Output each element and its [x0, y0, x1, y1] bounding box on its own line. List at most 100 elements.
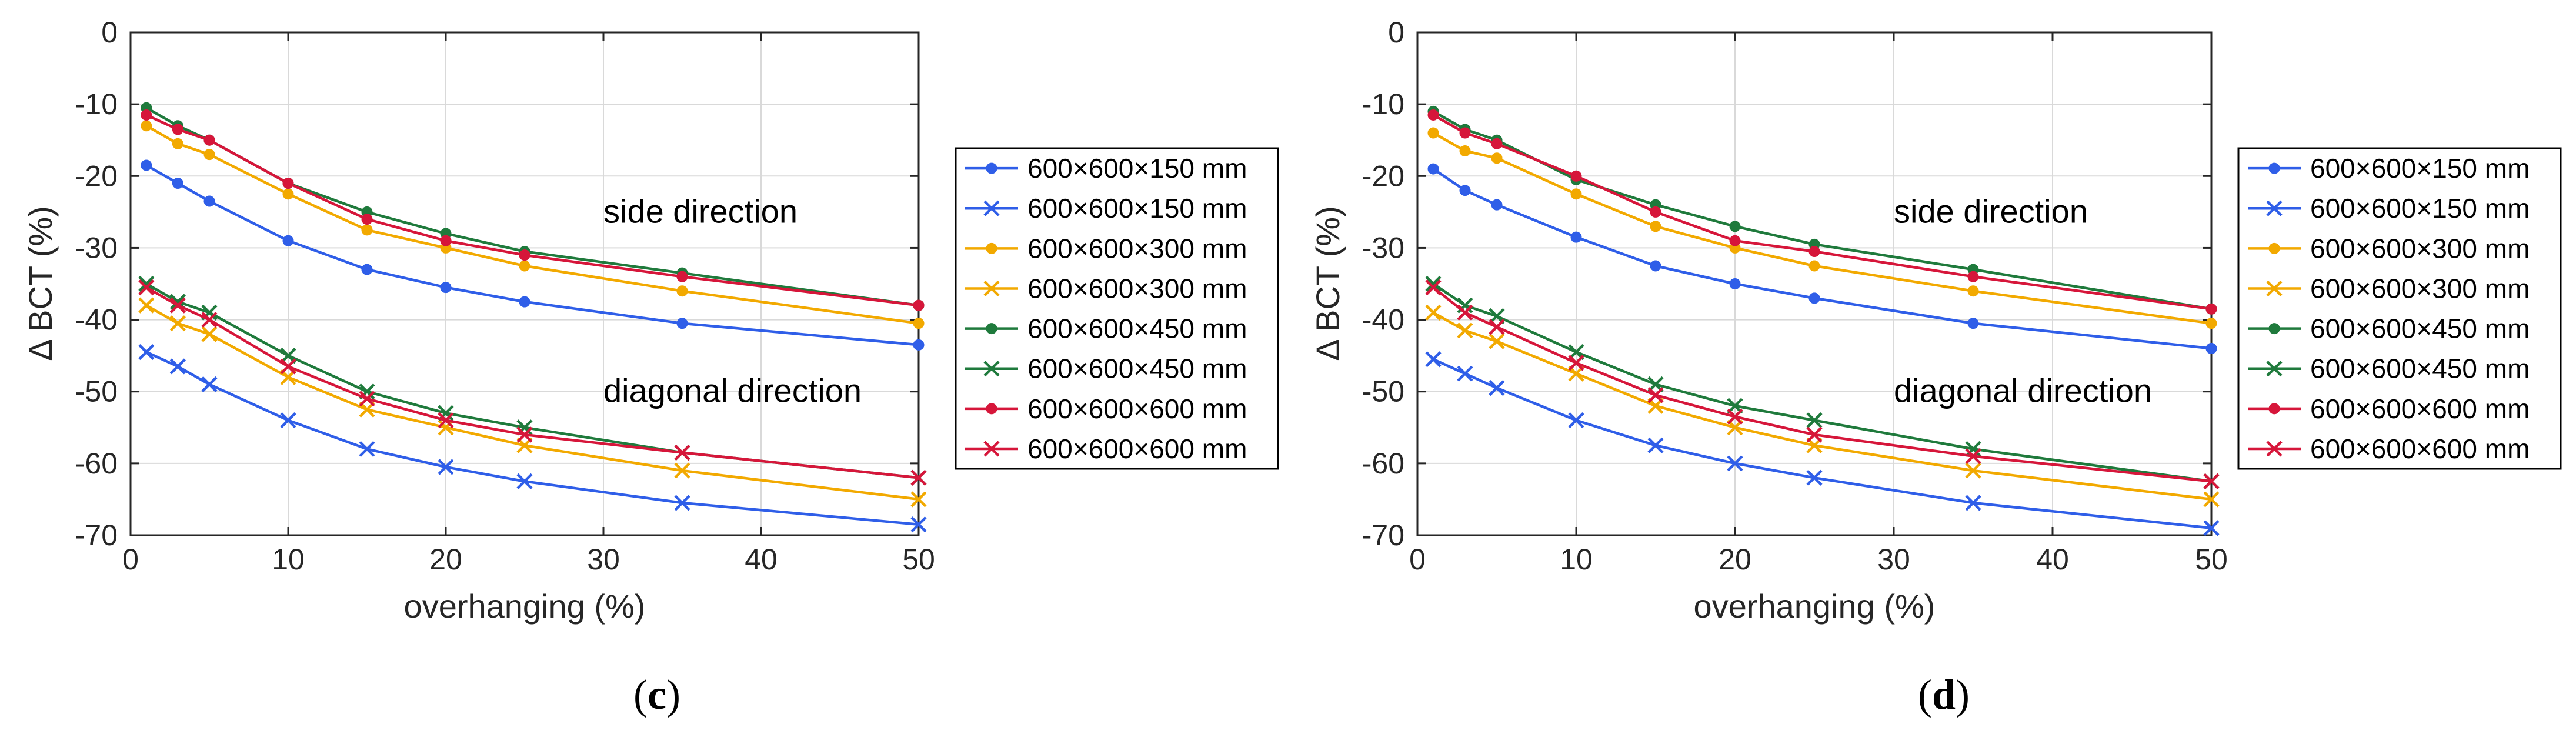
y-tick-label: -60: [75, 447, 118, 480]
panel-label: (d): [1918, 671, 1970, 718]
data-point: [1808, 246, 1820, 258]
legend-label: 600×600×300 mm: [1027, 273, 1247, 304]
plot-area: [1417, 32, 2211, 535]
data-point: [910, 491, 927, 508]
data-point: [2203, 520, 2220, 536]
y-tick-label: -30: [75, 231, 118, 264]
data-point: [1967, 285, 1979, 297]
data-point: [1489, 333, 1505, 349]
data-point: [361, 264, 373, 275]
data-point: [1647, 437, 1664, 453]
legend-label: 600×600×150 mm: [1027, 193, 1247, 224]
x-tick-label: 0: [122, 543, 139, 576]
data-point: [138, 275, 155, 292]
data-point: [913, 299, 925, 311]
data-point: [1491, 138, 1503, 149]
data-point: [2205, 342, 2217, 354]
legend: 600×600×150 mm 600×600×150 mm 600×600×300 …: [955, 147, 1279, 470]
data-point: [438, 459, 454, 475]
x-tick-label: 50: [902, 543, 935, 576]
x-tick-label: 20: [429, 543, 462, 576]
legend-label: 600×600×600 mm: [2310, 393, 2530, 424]
legend-label: 600×600×450 mm: [2310, 354, 2530, 384]
data-point: [519, 249, 530, 261]
legend-label: 600×600×300 mm: [2310, 273, 2530, 304]
data-point: [359, 441, 375, 458]
data-point: [1967, 271, 1979, 282]
data-point: [986, 403, 997, 415]
data-point: [2266, 441, 2283, 457]
annotation-text: diagonal direction: [603, 372, 862, 409]
data-point: [2205, 318, 2217, 329]
data-point: [172, 124, 183, 135]
x-tick-label: 50: [2195, 543, 2228, 576]
data-point: [983, 200, 1000, 216]
data-point: [1729, 221, 1741, 232]
data-point: [674, 462, 690, 479]
plot-area: [131, 32, 919, 535]
data-point: [201, 311, 218, 328]
legend-entry: 600×600×600 mm: [2248, 393, 2530, 424]
data-point: [440, 235, 452, 246]
x-tick-label: 0: [1409, 543, 1426, 576]
data-point: [1489, 380, 1505, 396]
data-point: [1425, 275, 1442, 292]
x-axis-label: overhanging (%): [1694, 588, 1936, 625]
data-point: [1457, 322, 1473, 339]
legend-entry: 600×600×600 mm: [965, 393, 1247, 424]
data-point: [516, 473, 533, 489]
data-point: [141, 109, 152, 121]
data-point: [282, 188, 294, 200]
data-point: [1425, 279, 1442, 296]
x-tick-label: 30: [1877, 543, 1910, 576]
legend-label: 600×600×150 mm: [1027, 153, 1247, 184]
data-point: [1568, 355, 1584, 371]
legend-label: 600×600×600 mm: [1027, 393, 1247, 424]
legend: 600×600×150 mm 600×600×150 mm 600×600×300 …: [2237, 147, 2562, 470]
legend-entry: 600×600×450 mm: [2248, 314, 2530, 344]
series-150-dot: [1427, 163, 2217, 354]
data-point: [280, 412, 296, 429]
axes-frame: [1416, 31, 2213, 536]
data-point: [438, 412, 454, 429]
x-tick-label: 20: [1719, 543, 1751, 576]
legend-entry: 600×600×300 mm: [2248, 273, 2530, 304]
data-point: [169, 358, 186, 375]
series-300-dot: [141, 120, 925, 329]
data-point: [172, 178, 183, 189]
data-point: [1729, 235, 1741, 246]
legend-entry: 600×600×600 mm: [965, 433, 1247, 464]
data-point: [440, 282, 452, 294]
data-point: [1457, 365, 1473, 382]
data-point: [1489, 319, 1505, 335]
panel-label: (c): [633, 671, 680, 718]
data-point: [2268, 403, 2280, 415]
data-point: [674, 495, 690, 511]
chart-panel-d: 0 10 20 30 40 50 0 -10 -20 -30 -40 -50 -60 -70 overhan…: [1309, 16, 2562, 718]
y-tick-label: -60: [1362, 447, 1404, 480]
data-point: [1650, 221, 1661, 232]
data-point: [438, 419, 454, 436]
data-point: [519, 296, 530, 308]
data-point: [1806, 469, 1823, 486]
data-point: [1727, 455, 1743, 472]
y-tick-label: -10: [75, 88, 118, 121]
y-axis-label: Δ BCT (%): [1309, 206, 1346, 361]
y-tick-label: -40: [1362, 304, 1404, 336]
legend-label: 600×600×300 mm: [1027, 233, 1247, 264]
data-point: [1570, 231, 1582, 243]
data-point: [674, 444, 690, 461]
data-point: [913, 318, 925, 329]
data-point: [1965, 495, 1981, 511]
data-point: [1491, 152, 1503, 164]
x-axis-label: overhanging (%): [404, 588, 646, 625]
series-600-x: [138, 279, 927, 486]
legend-label: 600×600×600 mm: [1027, 433, 1247, 464]
series-300-dot: [1427, 127, 2217, 329]
axes-frame: [129, 31, 920, 536]
y-tick-label: -40: [75, 304, 118, 336]
legend-entry: 600×600×450 mm: [965, 354, 1247, 384]
data-point: [2205, 303, 2217, 315]
legend-label: 600×600×450 mm: [1027, 354, 1247, 384]
